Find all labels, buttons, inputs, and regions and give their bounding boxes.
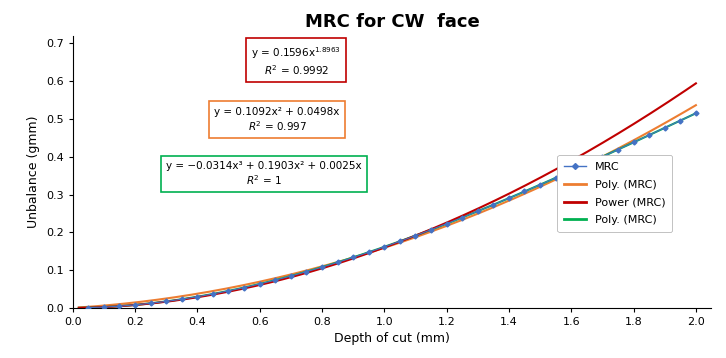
Text: y = 0.1092x² + 0.0498x
$R^2$ = 0.997: y = 0.1092x² + 0.0498x $R^2$ = 0.997 xyxy=(214,107,340,133)
Text: y = −0.0314x³ + 0.1903x² + 0.0025x
$R^2$ = 1: y = −0.0314x³ + 0.1903x² + 0.0025x $R^2$… xyxy=(166,161,362,187)
Title: MRC for CW  face: MRC for CW face xyxy=(305,14,479,32)
Y-axis label: Unbalance (gmm): Unbalance (gmm) xyxy=(28,116,40,228)
Legend: MRC, Poly. (MRC), Power (MRC), Poly. (MRC): MRC, Poly. (MRC), Power (MRC), Poly. (MR… xyxy=(558,155,672,232)
X-axis label: Depth of cut (mm): Depth of cut (mm) xyxy=(334,333,450,345)
Text: y = 0.1596x$^{1.8963}$
$R^2$ = 0.9992: y = 0.1596x$^{1.8963}$ $R^2$ = 0.9992 xyxy=(251,45,341,77)
